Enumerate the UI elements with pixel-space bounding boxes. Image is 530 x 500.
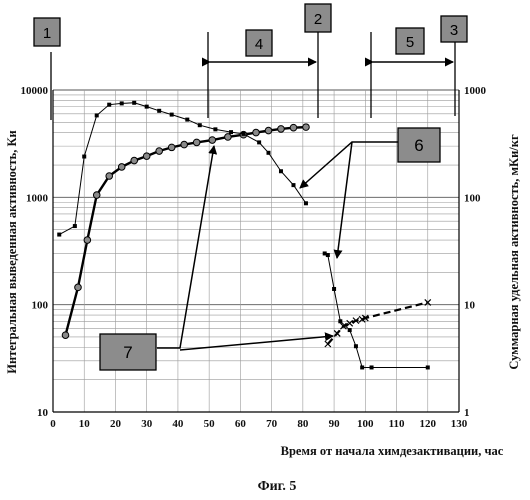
annotation-label-2: 2 [314, 11, 322, 28]
x-tick-label: 100 [357, 418, 374, 430]
series-1-point [143, 153, 150, 160]
series-3-point [348, 328, 352, 332]
annotation-box-6: 6 [398, 128, 440, 162]
series-1-point [278, 126, 285, 133]
annotation-label-4: 4 [255, 36, 263, 53]
series-1-point [131, 157, 138, 164]
y-left-tick-label: 10 [37, 407, 49, 419]
y-left-axis-title: Интегральная выведенная активность, Ки [5, 130, 19, 373]
y-left-tick-label: 10000 [21, 85, 49, 97]
series-3-line [325, 253, 428, 367]
series-1-point [168, 144, 175, 151]
series-2-point [213, 127, 217, 131]
series-1-point [106, 173, 113, 180]
y-right-tick-label: 10 [464, 300, 476, 312]
series-2-point [57, 233, 61, 237]
y-left-tick-label: 100 [32, 300, 49, 312]
figure-caption: Фиг. 5 [258, 479, 297, 494]
series-2-point [185, 118, 189, 122]
series-2-point [257, 140, 261, 144]
series-1-point [62, 332, 69, 339]
annotation-label-3: 3 [450, 22, 458, 39]
series [57, 101, 431, 370]
y-right-tick-label: 1000 [464, 85, 487, 97]
series-4-point [334, 330, 340, 336]
x-tick-label: 90 [329, 418, 341, 430]
series-2-point [73, 224, 77, 228]
series-2-point [279, 169, 283, 173]
series-1-point [303, 124, 310, 131]
series-1-point [290, 124, 297, 131]
series-1-point [75, 284, 82, 291]
series-1-point [193, 139, 200, 146]
series-1-point [84, 237, 91, 244]
series-1-line [65, 127, 305, 335]
y-right-tick-label: 100 [464, 192, 481, 204]
annotation-box-4: 4 [246, 30, 272, 56]
annotation-box-1: 1 [34, 18, 60, 46]
x-tick-label: 120 [420, 418, 437, 430]
series-1-point [156, 148, 163, 155]
series-2-point [120, 101, 124, 105]
series-1-point [118, 164, 125, 171]
series-2-point [291, 183, 295, 187]
x-tick-label: 0 [50, 418, 56, 430]
callout-7-line-a [157, 146, 214, 348]
series-3-point [370, 365, 374, 369]
annotation-box-3: 3 [441, 16, 467, 42]
series-3-point [326, 253, 330, 257]
series-3-point [338, 319, 342, 323]
x-tick-label: 110 [389, 418, 405, 430]
series-2-point [304, 201, 308, 205]
x-tick-labels: 0 10 20 30 40 50 60 70 80 90 100 110 120 130 [50, 418, 468, 430]
annotation-label-1: 1 [43, 25, 51, 42]
series-1-point [253, 129, 260, 136]
y-left-tick-label: 1000 [26, 192, 49, 204]
x-tick-label: 130 [451, 418, 468, 430]
x-axis-title: Время от начала химдезактивации, час [281, 444, 504, 458]
annotation-box-2: 2 [305, 4, 331, 32]
callout-6-arrow-b [337, 142, 352, 258]
series-2-point [242, 132, 246, 136]
x-tick-label: 10 [79, 418, 91, 430]
annotation-label-6: 6 [414, 136, 423, 155]
series-1-point [93, 192, 100, 199]
series-1-point [181, 141, 188, 148]
series-2-point [198, 123, 202, 127]
series-3-point [354, 344, 358, 348]
annotation-label-5: 5 [406, 34, 414, 51]
x-tick-label: 80 [297, 418, 309, 430]
series-4-point [325, 341, 331, 347]
y-right-tick-label: 1 [464, 407, 470, 419]
series-1-point [265, 127, 272, 134]
series-3-point [426, 365, 430, 369]
series-1-point [209, 137, 216, 144]
x-tick-label: 60 [235, 418, 247, 430]
series-2-point [157, 109, 161, 113]
series-2-point [107, 103, 111, 107]
x-tick-label: 50 [204, 418, 216, 430]
series-2-point [132, 101, 136, 105]
series-2-point [145, 105, 149, 109]
series-2-point [95, 113, 99, 117]
series-2-point [82, 155, 86, 159]
series-3-point [360, 365, 364, 369]
x-tick-label: 30 [141, 418, 153, 430]
callout-7-arrow-b [180, 336, 333, 350]
series-3-point [332, 287, 336, 291]
series-1-point [225, 134, 232, 141]
annotation-box-5: 5 [396, 28, 424, 54]
x-tick-label: 70 [266, 418, 278, 430]
x-tick-label: 40 [172, 418, 184, 430]
region-markers [51, 30, 455, 350]
annotation-box-7: 7 [100, 334, 156, 370]
x-tick-label: 20 [110, 418, 122, 430]
y-right-axis-title: Суммарная удельная активность, мКи/кг [507, 134, 521, 370]
series-2-point [170, 113, 174, 117]
annotation-label-7: 7 [123, 343, 132, 362]
series-2-point [266, 151, 270, 155]
series-2-point [229, 130, 233, 134]
